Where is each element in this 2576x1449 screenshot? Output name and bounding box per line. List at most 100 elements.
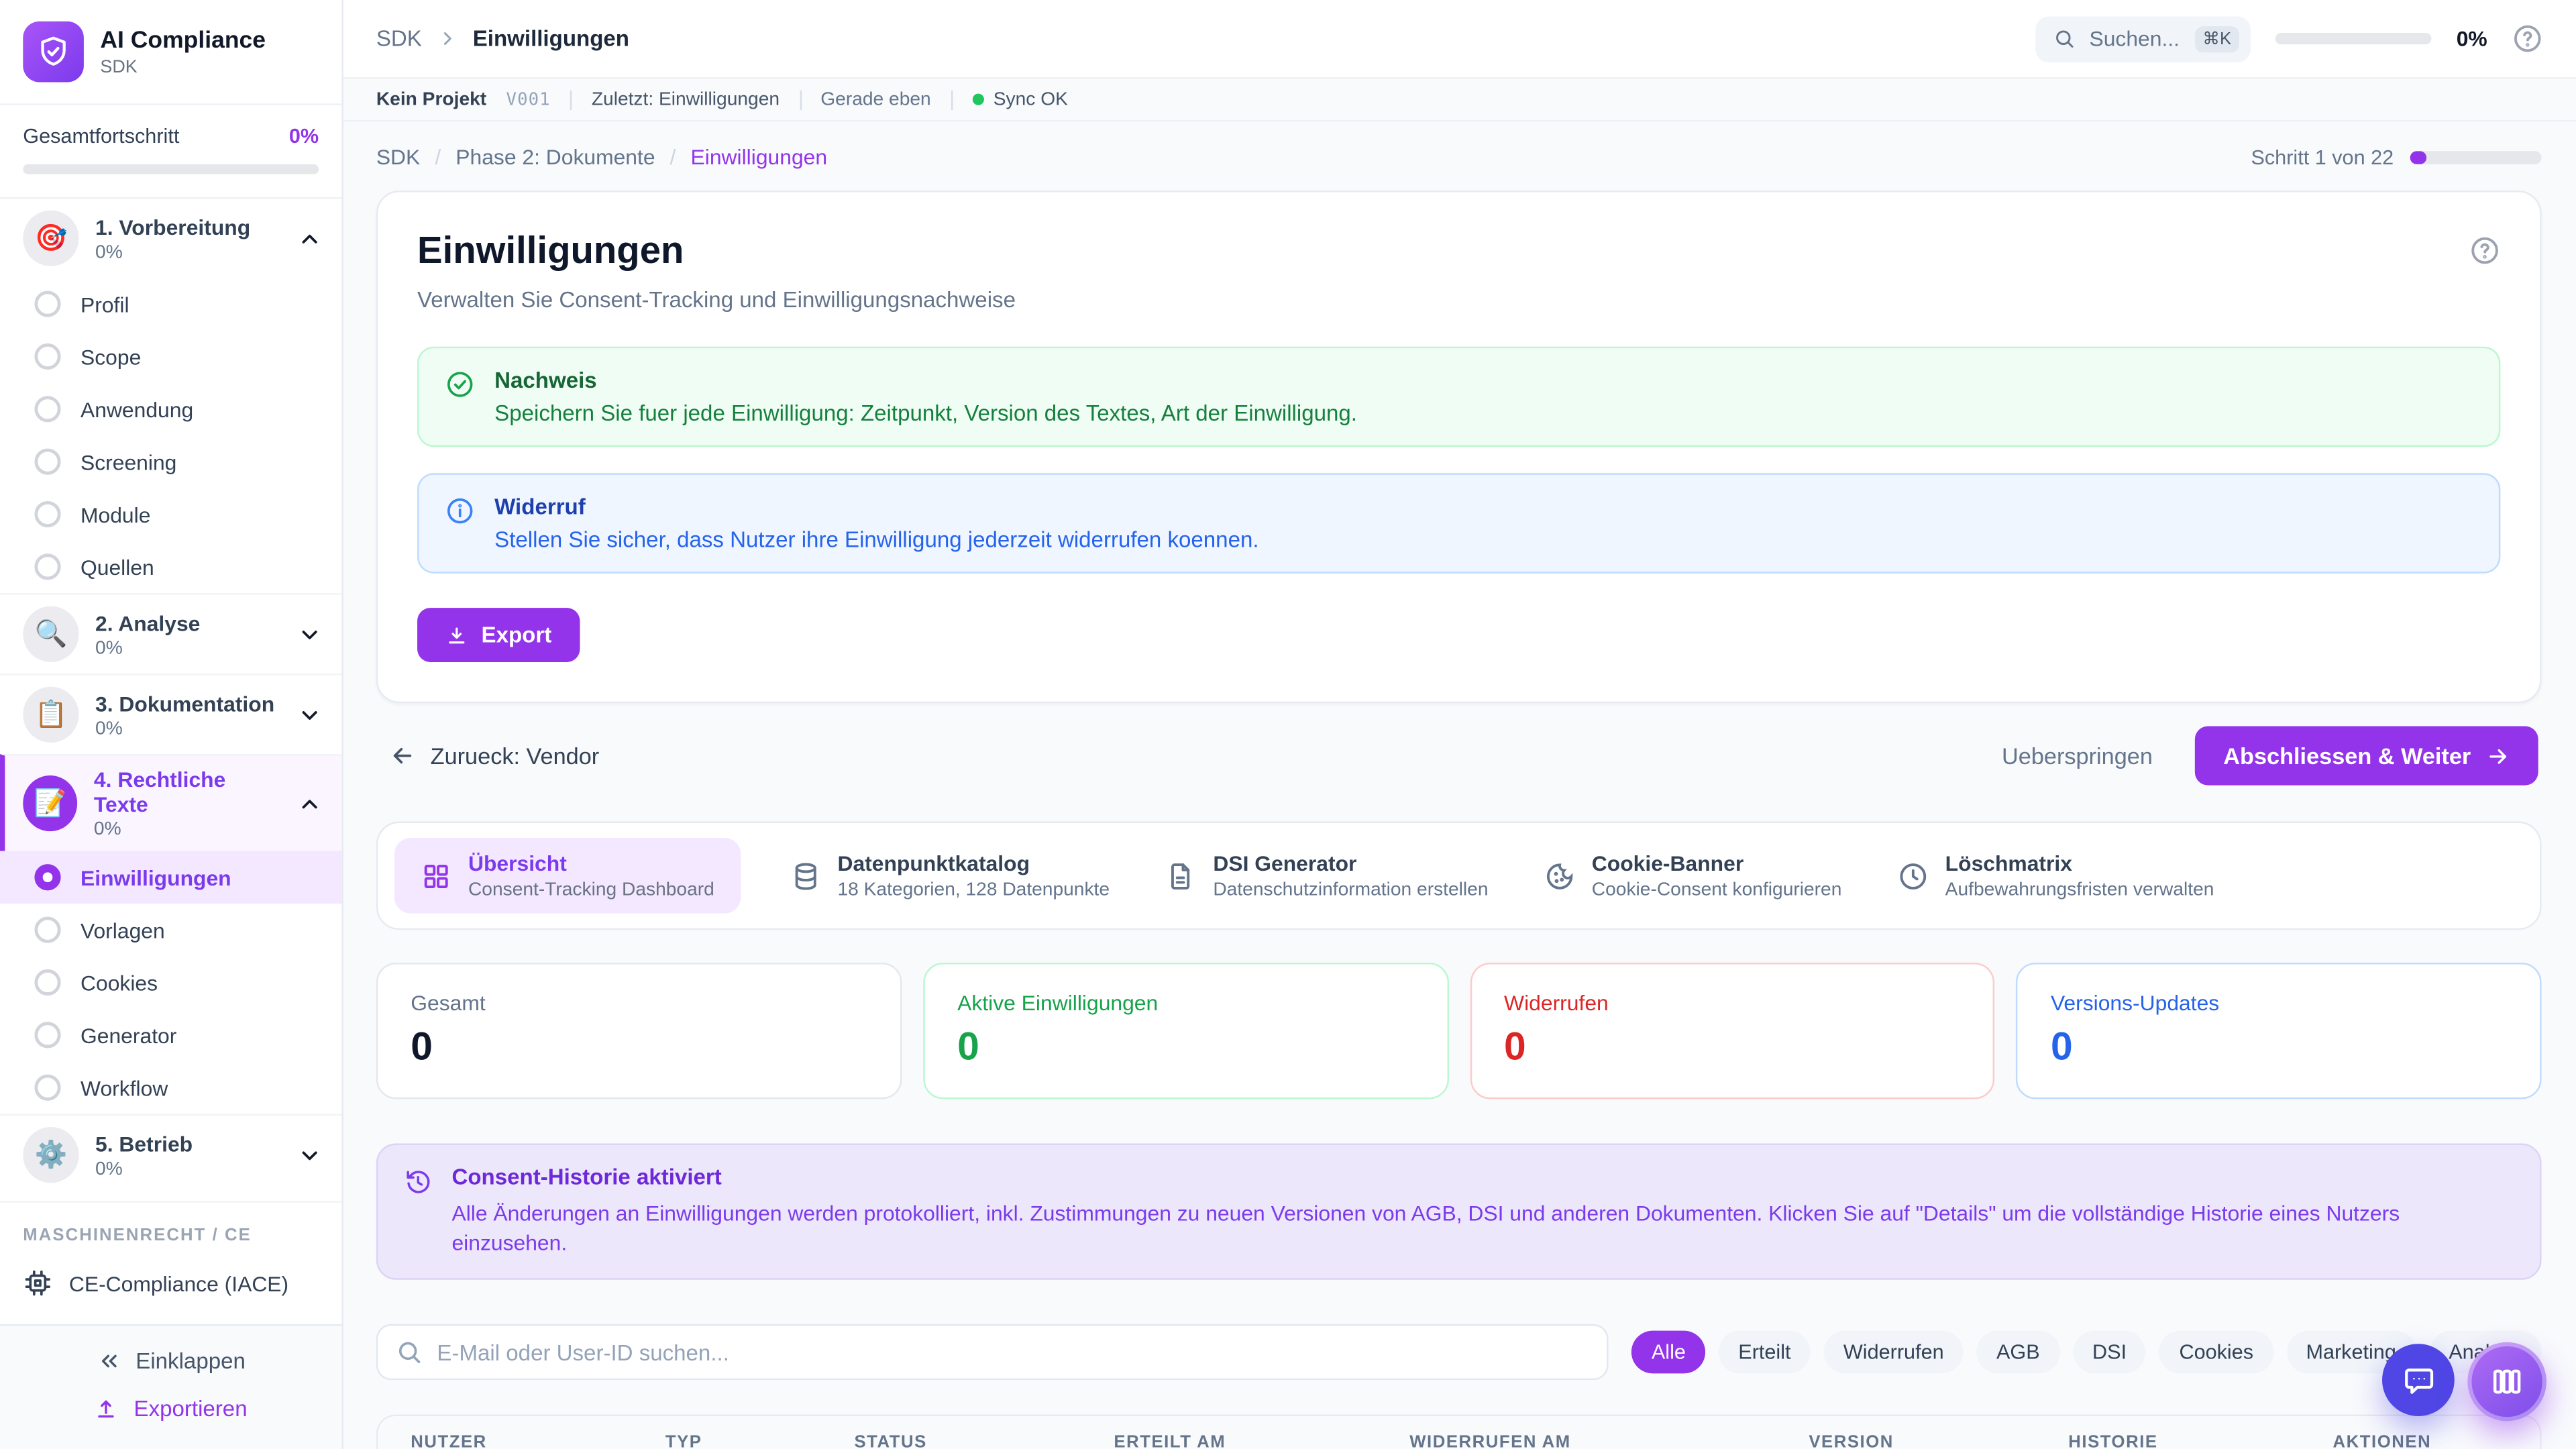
clock-icon (1898, 860, 1929, 892)
stat-value: 0 (411, 1025, 433, 1070)
nachweis-infobox: Nachweis Speichern Sie fuer jede Einwill… (417, 346, 2501, 447)
phase-label: 1. Vorbereitung (95, 214, 251, 239)
sidebar-item-generator[interactable]: Generator (0, 1009, 341, 1061)
phase-label: 5. Betrieb (95, 1131, 193, 1156)
search-icon (2055, 30, 2073, 48)
global-search[interactable]: Suchen... ⌘K (2035, 15, 2251, 62)
stat-label: Versions-Updates (2050, 990, 2220, 1016)
stat-label: Gesamt (411, 990, 486, 1016)
collapse-label: Einklappen (136, 1348, 246, 1374)
chip-dsi[interactable]: DSI (2072, 1331, 2147, 1375)
page-crumb-root[interactable]: SDK (376, 144, 421, 170)
sidebar-item-scope[interactable]: Scope (0, 330, 341, 382)
finish-next-label: Abschliessen & Weiter (2223, 742, 2471, 769)
overall-progress-value: 0% (288, 125, 319, 148)
sidebar-item-ce-compliance[interactable]: CE-Compliance (IACE) (0, 1255, 341, 1314)
finish-next-button[interactable]: Abschliessen & Weiter (2195, 726, 2538, 786)
phase-label: 4. Rechtliche Texte (93, 767, 226, 817)
breadcrumb-root[interactable]: SDK (376, 26, 422, 51)
chip-cookies[interactable]: Cookies (2159, 1331, 2273, 1375)
page-title: Einwilligungen (417, 228, 684, 272)
divider (799, 89, 801, 109)
clipboard-emoji-icon: 📋 (23, 686, 79, 743)
chevron-up-icon (297, 226, 322, 251)
step-progress-fill (2410, 150, 2427, 164)
overall-progress-label: Gesamtfortschritt (23, 125, 180, 148)
chevron-up-icon (297, 791, 322, 816)
chip-agb[interactable]: AGB (1976, 1331, 2060, 1375)
chat-fab-button[interactable] (2382, 1344, 2455, 1417)
section-label-maschinenrecht: MASCHINENRECHT / CE (0, 1201, 342, 1255)
tab-subtitle: Aufbewahrungsfristen verwalten (1945, 880, 2214, 901)
consent-history-title: Consent-Historie aktiviert (451, 1165, 722, 1190)
project-label: Kein Projekt (376, 89, 487, 109)
chat-bubble-icon (2404, 1367, 2432, 1393)
phase-dokumentation[interactable]: 📋 3. Dokumentation 0% (0, 674, 342, 754)
divider (951, 89, 953, 109)
back-button[interactable]: Zurueck: Vendor (380, 741, 609, 770)
table-header-row: NUTZER TYP STATUS ERTEILT AM WIDERRUFEN … (378, 1416, 2540, 1449)
user-search-input[interactable] (376, 1324, 1609, 1381)
phase-analyse[interactable]: 🔍 2. Analyse 0% (0, 593, 342, 674)
chip-alle[interactable]: Alle (1631, 1331, 1706, 1375)
tab-uebersicht[interactable]: Übersicht Consent-Tracking Dashboard (394, 837, 741, 914)
skip-button[interactable]: Ueberspringen (1992, 741, 2162, 770)
sidebar-item-vorlagen[interactable]: Vorlagen (0, 904, 341, 956)
topbar: SDK Einwilligungen Suchen... ⌘K 0% (343, 0, 2576, 79)
sidebar-item-label: Module (80, 502, 151, 527)
phase-vorbereitung[interactable]: 🎯 1. Vorbereitung 0% (0, 199, 341, 278)
col-version: VERSION (1809, 1433, 1894, 1449)
tab-datenpunktkatalog[interactable]: Datenpunktkatalog 18 Kategorien, 128 Date… (784, 838, 1116, 914)
chevron-down-icon (297, 622, 322, 647)
divider (570, 89, 572, 109)
sidebar-item-module[interactable]: Module (0, 488, 341, 540)
page-crumb-phase[interactable]: Phase 2: Dokumente (455, 144, 655, 170)
global-search-placeholder: Suchen... (2089, 26, 2180, 51)
collapse-sidebar-button[interactable]: Einklappen (87, 1347, 256, 1375)
export-button[interactable]: Export (417, 608, 580, 662)
tab-loeschmatrix[interactable]: Löschmatrix Aufbewahrungsfristen verwalte… (1891, 838, 2220, 914)
chip-widerrufen[interactable]: Widerrufen (1823, 1331, 1964, 1375)
phase-percent: 0% (93, 820, 121, 840)
tab-subtitle: Cookie-Consent konfigurieren (1591, 880, 1842, 901)
sidebar-item-profil[interactable]: Profil (0, 278, 341, 330)
card-help-icon[interactable] (2469, 235, 2501, 266)
chevron-down-icon (297, 702, 322, 727)
page-crumb-current: Einwilligungen (690, 144, 828, 170)
info-circle-icon (445, 494, 475, 552)
help-icon[interactable] (2512, 23, 2543, 54)
tab-title: Löschmatrix (1945, 851, 2073, 876)
sidebar-item-einwilligungen[interactable]: Einwilligungen (0, 851, 342, 904)
tab-subtitle: Datenschutzinformation erstellen (1213, 880, 1489, 901)
overall-progress: Gesamtfortschritt 0% (0, 105, 342, 199)
stat-label: Aktive Einwilligungen (957, 990, 1159, 1016)
app-title: AI Compliance (100, 27, 266, 54)
chip-erteilt[interactable]: Erteilt (1718, 1331, 1811, 1375)
radio-unchecked-icon (34, 396, 61, 423)
tab-cookie-banner[interactable]: Cookie-Banner Cookie-Consent konfiguriere… (1538, 838, 1848, 914)
sidebar-item-screening[interactable]: Screening (0, 435, 341, 488)
col-historie: HISTORIE (2068, 1433, 2158, 1449)
sidebar: AI Compliance SDK Gesamtfortschritt 0% 🎯… (0, 0, 343, 1449)
file-text-icon (1165, 860, 1197, 892)
nachweis-title: Nachweis (494, 368, 597, 393)
board-view-fab-button[interactable] (2467, 1342, 2546, 1421)
phase-betrieb[interactable]: ⚙️ 5. Betrieb 0% (0, 1114, 342, 1194)
stat-value: 0 (1504, 1025, 1526, 1070)
sidebar-item-label: Profil (80, 291, 129, 317)
radio-unchecked-icon (34, 1074, 61, 1101)
phase-rechtliche-texte[interactable]: 📝 4. Rechtliche Texte 0% (0, 754, 342, 851)
sidebar-item-anwendung[interactable]: Anwendung (0, 383, 341, 435)
breadcrumb-separator: / (435, 144, 441, 170)
filter-row: Alle Erteilt Widerrufen AGB DSI Cookies … (376, 1324, 2542, 1381)
export-label: Exportieren (133, 1396, 248, 1421)
history-icon (404, 1168, 432, 1259)
sidebar-item-quellen[interactable]: Quellen (0, 541, 341, 593)
tab-dsi-generator[interactable]: DSI Generator Datenschutzinformation erst… (1159, 838, 1495, 914)
sidebar-item-workflow[interactable]: Workflow (0, 1061, 341, 1114)
phase-label: 2. Analyse (95, 610, 201, 635)
sidebar-item-cookies[interactable]: Cookies (0, 956, 341, 1008)
shortcut-badge: ⌘K (2194, 25, 2240, 52)
sidebar-export-button[interactable]: Exportieren (85, 1395, 257, 1423)
phase-percent: 0% (95, 1159, 123, 1179)
